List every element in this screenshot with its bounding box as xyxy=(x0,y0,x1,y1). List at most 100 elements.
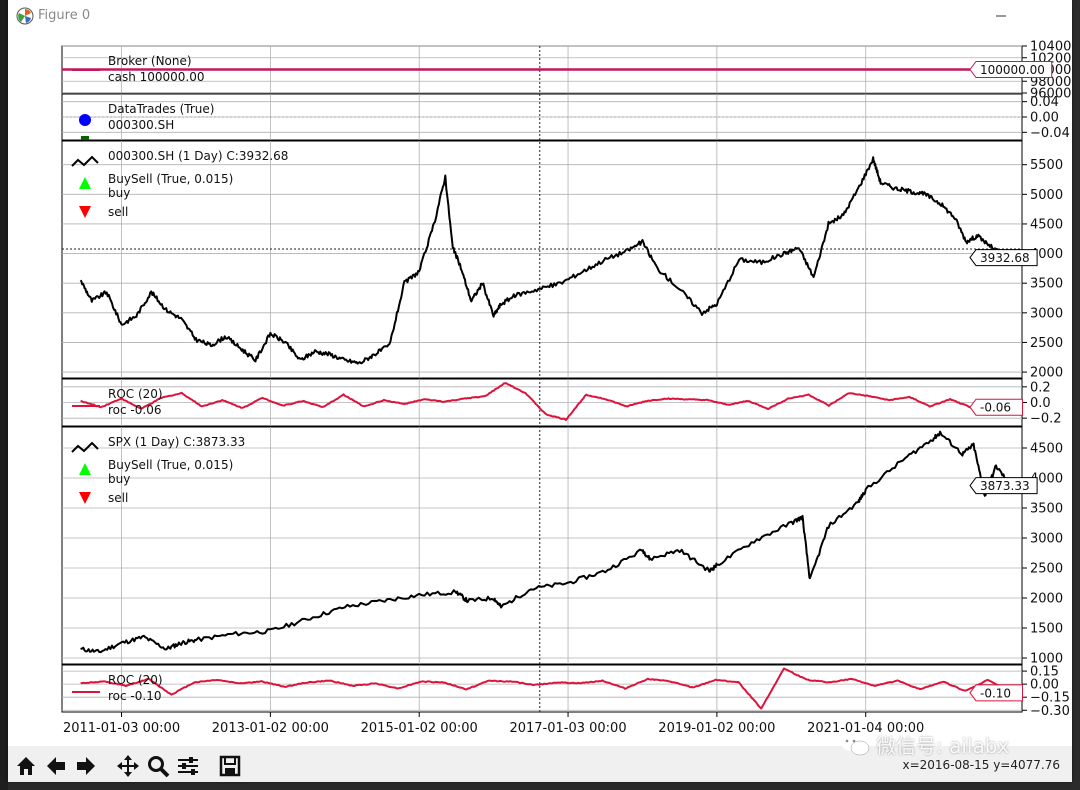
figure-canvas[interactable]: 10400010200010000098000960000.040.00−0.0… xyxy=(8,32,1072,746)
home-icon xyxy=(17,757,35,775)
y-tick-label: 5500 xyxy=(1030,158,1063,173)
y-tick-label: 0.2 xyxy=(1030,380,1051,395)
pan-icon xyxy=(117,755,139,777)
y-tick-label: −0.2 xyxy=(1030,412,1062,427)
save-icon xyxy=(219,755,241,777)
y-tick-label: 96000 xyxy=(1030,87,1071,102)
price-line-spx xyxy=(80,430,1012,654)
configure-subplots-button[interactable] xyxy=(174,752,202,780)
y-tick-label: 4500 xyxy=(1030,217,1063,232)
minimize-button[interactable] xyxy=(978,0,1024,32)
wechat-watermark: 微信号: ailabx xyxy=(840,730,1009,759)
last-value-tag xyxy=(969,249,1038,267)
forward-button[interactable] xyxy=(72,752,100,780)
y-tick-label: −0.04 xyxy=(1030,126,1070,141)
y-tick-label: 3000 xyxy=(1030,306,1063,321)
last-value-tag xyxy=(969,398,1023,416)
x-tick-label: 2019-01-02 00:00 xyxy=(658,721,775,736)
legend-text: cash 100000.00 xyxy=(108,70,205,84)
price-line-000300 xyxy=(79,156,1011,365)
y-tick-label: 4000 xyxy=(1030,247,1063,262)
legend-line xyxy=(71,441,99,453)
back-button[interactable] xyxy=(42,752,70,780)
last-value-tag xyxy=(969,684,1023,702)
forward-icon xyxy=(77,757,95,775)
axes-frame xyxy=(61,426,1023,665)
pan-button[interactable] xyxy=(114,752,142,780)
last-value-label: -0.10 xyxy=(980,686,1011,700)
legend-text: DataTrades (True) xyxy=(108,102,214,116)
y-tick-label: −0.30 xyxy=(1030,704,1070,719)
y-tick-label: 0.15 xyxy=(1030,665,1059,680)
last-value-tag xyxy=(969,61,1053,78)
chart-figure[interactable]: 10400010200010000098000960000.040.00−0.0… xyxy=(8,32,1072,746)
legend-text: BuySell (True, 0.015) xyxy=(108,458,233,472)
wechat-icon xyxy=(841,734,870,755)
y-tick-label: 2500 xyxy=(1030,336,1063,351)
legend-text: BuySell (True, 0.015) xyxy=(108,172,233,186)
y-tick-label: 98000 xyxy=(1030,75,1071,90)
x-tick-label: 2013-01-02 00:00 xyxy=(212,721,329,736)
sell-triangle-marker xyxy=(79,206,91,218)
zoom-icon xyxy=(148,756,170,778)
legend-text: ROC (20) xyxy=(108,387,163,401)
back-icon xyxy=(47,757,65,775)
y-tick-label: 3500 xyxy=(1030,502,1063,517)
y-tick-label: 0.00 xyxy=(1030,678,1059,693)
last-value-tag xyxy=(969,477,1038,495)
configure-subplots-icon xyxy=(178,757,198,775)
y-tick-label: 2000 xyxy=(1030,592,1063,607)
legend-text: buy xyxy=(108,186,130,200)
buy-triangle-marker xyxy=(79,177,91,189)
save-button[interactable] xyxy=(216,752,244,780)
sell-triangle-marker xyxy=(79,492,91,504)
x-tick-label: 2015-01-02 00:00 xyxy=(361,721,478,736)
x-tick-label: 2011-01-03 00:00 xyxy=(63,721,180,736)
legend-text: Broker (None) xyxy=(108,54,192,68)
figure-window: Figure 0 10400010200010000098000960000.0… xyxy=(8,0,1072,782)
legend-text: roc -0.10 xyxy=(108,689,161,703)
y-tick-label: 4000 xyxy=(1030,472,1063,487)
y-tick-label: 2500 xyxy=(1030,562,1063,577)
minimize-hit xyxy=(978,0,1024,32)
legend-text: buy xyxy=(108,472,130,486)
roc-line xyxy=(80,667,1012,710)
x-tick-label: 2017-01-03 00:00 xyxy=(509,721,626,736)
buy-triangle-marker xyxy=(79,463,91,475)
zoom-button[interactable] xyxy=(144,752,172,780)
x-tick-label: 2021-01-04 00:00 xyxy=(807,721,924,736)
legend-text: 000300.SH (1 Day) C:3932.68 xyxy=(108,149,288,163)
legend-text: roc -0.06 xyxy=(108,403,161,417)
title-bar: Figure 0 xyxy=(8,0,1072,32)
background-app-edge xyxy=(0,0,8,790)
watermark-text: 微信号: ailabx xyxy=(876,734,1010,758)
minimize-icon xyxy=(996,15,1006,17)
y-tick-label: 1000 xyxy=(1030,652,1063,667)
roc-line xyxy=(80,382,1012,421)
legend-text: sell xyxy=(108,491,128,505)
axes-frame xyxy=(61,664,1023,713)
legend-marker-dot xyxy=(79,114,91,126)
legend-line xyxy=(71,155,99,167)
y-tick-label: 4500 xyxy=(1030,442,1063,457)
y-tick-label: 0.0 xyxy=(1030,396,1051,411)
y-tick-label: 1500 xyxy=(1030,622,1063,637)
y-tick-label: 2000 xyxy=(1030,366,1063,381)
y-tick-label: 0.00 xyxy=(1030,111,1059,126)
y-tick-label: 3000 xyxy=(1030,532,1063,547)
last-value-label: 3873.33 xyxy=(980,479,1030,493)
navigation-toolbar: x=2016-08-15 y=4077.76 xyxy=(8,746,1072,782)
legend-text: ROC (20) xyxy=(108,673,163,687)
legend-text: SPX (1 Day) C:3873.33 xyxy=(108,435,245,449)
y-tick-label: −0.15 xyxy=(1030,691,1070,706)
y-tick-label: 104000 xyxy=(1030,40,1072,55)
matplotlib-logo-icon xyxy=(16,7,34,25)
legend-text: 000300.SH xyxy=(108,118,174,132)
home-button[interactable] xyxy=(12,752,40,780)
y-tick-label: 5000 xyxy=(1030,188,1063,203)
legend-text: sell xyxy=(108,205,128,219)
y-tick-label: 0.04 xyxy=(1030,95,1059,110)
last-value-label: -0.06 xyxy=(980,401,1011,415)
last-value-label: 3932.68 xyxy=(980,251,1030,265)
legend-marker-square xyxy=(81,136,89,140)
